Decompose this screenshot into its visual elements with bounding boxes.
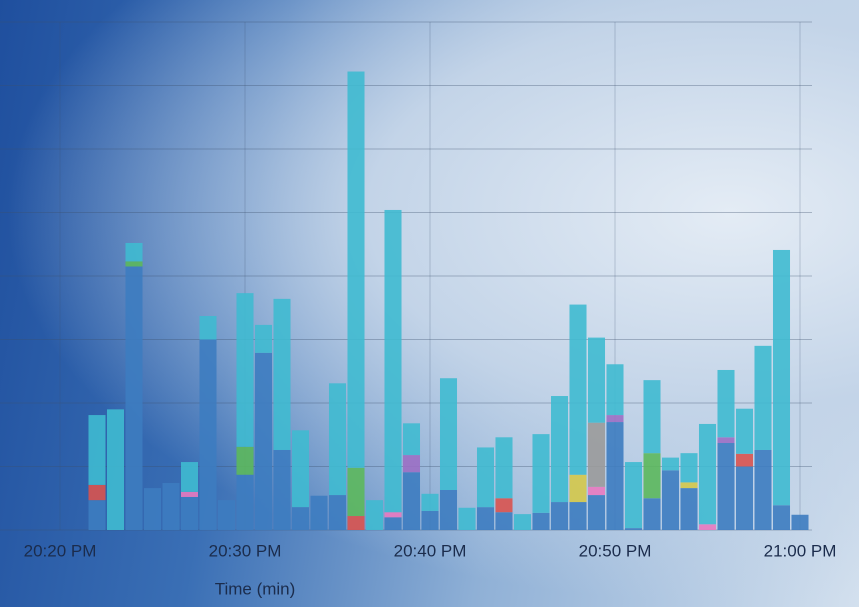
bar-segment (717, 369, 735, 438)
bar-segment (291, 507, 310, 530)
bar-segment (754, 345, 772, 450)
bar-segment (735, 453, 754, 467)
bar-segment (402, 472, 421, 530)
bar-segment (550, 502, 569, 530)
bar-segment (273, 449, 291, 530)
bar-segment (754, 449, 772, 530)
bar-segment (513, 514, 532, 530)
bar-segment (643, 498, 661, 530)
bar-segment (180, 491, 199, 497)
bar-segment (569, 502, 587, 530)
bar-segment (643, 380, 661, 454)
bar-segment (88, 500, 106, 530)
bar-segment (365, 500, 384, 530)
bar-segment (587, 337, 606, 423)
bar-segment (606, 422, 624, 530)
bar-segment (143, 488, 162, 530)
bar-segment (624, 528, 643, 530)
bar-segment (624, 462, 643, 529)
bar-segment (439, 489, 458, 530)
bar-segment (347, 516, 365, 530)
bar-segment (532, 434, 550, 513)
bar-segment (347, 71, 365, 468)
bar-segment (587, 486, 606, 496)
bar-segment (439, 378, 458, 490)
bar-segment (217, 500, 236, 530)
bar-segment (106, 409, 125, 530)
bar-segment (569, 304, 587, 475)
x-tick-label: 20:40 PM (394, 541, 467, 560)
bar-segment (273, 298, 291, 450)
bar-segment (125, 266, 143, 530)
bar-segment (328, 383, 347, 496)
bar-segment (384, 517, 402, 530)
bar-segment (384, 209, 402, 513)
bar-segment (587, 422, 606, 487)
bar-segment (606, 364, 624, 416)
bar-segment (495, 498, 513, 513)
bar-segment (236, 293, 254, 447)
bar-segment (476, 507, 495, 530)
bar-segment (569, 474, 587, 503)
bar-segment (606, 415, 624, 423)
bar-segment (162, 483, 180, 530)
bar-segment (587, 495, 606, 530)
bar-segment (421, 493, 439, 511)
bar-segment (680, 488, 698, 530)
bar-segment (717, 443, 735, 530)
bar-segment (735, 466, 754, 530)
bar-segment (772, 249, 791, 506)
bar-segment (698, 423, 717, 525)
bar-segment (402, 423, 421, 456)
bar-segment (291, 430, 310, 508)
bar-segment (254, 352, 273, 530)
bar-segment (421, 510, 439, 530)
x-tick-label: 20:30 PM (209, 541, 282, 560)
bar-segment (680, 482, 698, 489)
bar-segment (236, 446, 254, 475)
bar-segment (199, 339, 217, 530)
bar-segment (680, 453, 698, 483)
bar-segment (125, 261, 143, 267)
bar-segment (236, 474, 254, 530)
bar-segment (88, 415, 106, 485)
bar-segment (180, 462, 199, 492)
bar-segment (402, 455, 421, 473)
bar-segment (717, 437, 735, 444)
bar-segment (698, 524, 717, 530)
bar-segment (384, 512, 402, 518)
bar-segment (199, 316, 217, 340)
bar-segment (772, 505, 791, 530)
bar-segment (550, 396, 569, 503)
bar-segment (180, 496, 199, 530)
bar-segment (125, 242, 143, 262)
bar-segment (254, 324, 273, 353)
bar-segment (88, 484, 106, 501)
x-tick-label: 20:50 PM (579, 541, 652, 560)
bar-segment (643, 453, 661, 499)
x-tick-label: 21:00 PM (764, 541, 837, 560)
bar-segment (661, 457, 680, 471)
bar-segment (458, 507, 476, 530)
bar-segment (347, 467, 365, 517)
bar-segment (791, 514, 809, 530)
bar-segment (310, 495, 328, 530)
bar-segment (476, 447, 495, 508)
bar-segment (495, 437, 513, 499)
x-tick-label: 20:20 PM (24, 541, 97, 560)
bar-segment (661, 470, 680, 530)
bar-segment (735, 408, 754, 454)
bar-segment (532, 512, 550, 530)
x-axis-label: Time (min) (215, 579, 296, 598)
bar-segment (328, 495, 347, 530)
bar-segment (495, 512, 513, 530)
